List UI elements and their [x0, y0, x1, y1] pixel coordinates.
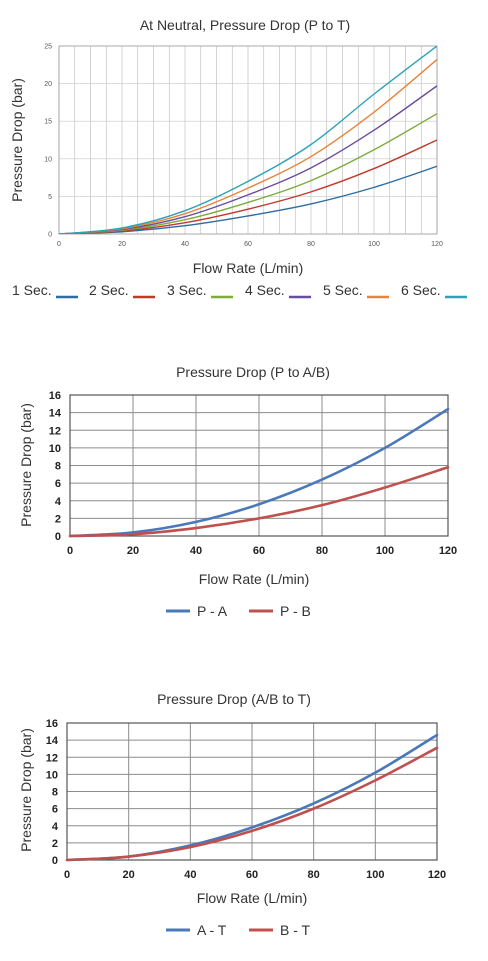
series-line-3-sec-: [59, 112, 437, 234]
legend-item: A - T: [166, 922, 227, 938]
legend-item: 2 Sec.: [89, 282, 155, 299]
x-tick-label: 60: [253, 545, 265, 557]
legend-label: B - T: [280, 922, 311, 938]
chart-ab-to-t-svg: Pressure Drop (A/B to T) Pressure Drop (…: [18, 691, 446, 938]
y-tick-label: 12: [49, 425, 61, 437]
series-line-5-sec-: [59, 58, 437, 234]
y-tick-label: 20: [44, 81, 52, 88]
chart-title: Pressure Drop (P to A/B): [176, 364, 330, 380]
series-line-p-b: [68, 465, 450, 538]
x-tick-label: 100: [368, 241, 380, 248]
y-tick-label: 25: [44, 44, 52, 51]
series-line-p-a: [68, 407, 450, 538]
y-axis-label: Pressure Drop (bar): [18, 728, 34, 852]
legend-item: 3 Sec.: [167, 282, 233, 299]
x-tick-label: 0: [64, 869, 70, 881]
y-tick-label: 10: [44, 156, 52, 163]
y-tick-label: 6: [55, 478, 61, 490]
legend-item: 1 Sec.: [12, 282, 78, 299]
legend-label: 1 Sec.: [12, 282, 52, 298]
chart-p-to-ab: Pressure Drop (P to A/B) Pressure Drop (…: [0, 355, 488, 645]
chart-ab-to-t: Pressure Drop (A/B to T) Pressure Drop (…: [0, 680, 488, 961]
legend-label: P - B: [280, 603, 311, 619]
y-tick-label: 8: [55, 461, 61, 473]
legend-label: P - A: [197, 603, 228, 619]
legend-item: P - B: [249, 603, 311, 619]
grid: [58, 45, 438, 235]
x-axis-label: Flow Rate (L/min): [193, 260, 303, 276]
y-axis-label: Pressure Drop (bar): [9, 78, 25, 202]
chart-title: Pressure Drop (A/B to T): [157, 691, 311, 707]
legend-item: 5 Sec.: [323, 282, 389, 299]
y-tick-label: 4: [55, 496, 62, 508]
y-tick-label: 8: [52, 787, 58, 799]
y-tick-label: 0: [55, 531, 61, 543]
x-tick-label: 40: [181, 241, 189, 248]
y-tick-label: 16: [49, 390, 61, 402]
x-axis-label: Flow Rate (L/min): [199, 571, 309, 587]
series-line-1-sec-: [59, 165, 437, 234]
x-tick-label: 100: [376, 545, 394, 557]
y-tick-label: 10: [46, 769, 58, 781]
x-tick-label: 100: [366, 869, 384, 881]
legend: 1 Sec. 2 Sec. 3 Sec. 4 Sec. 5 Sec. 6 Sec.: [12, 282, 467, 299]
y-tick-label: 4: [52, 821, 59, 833]
legend-label: 5 Sec.: [323, 282, 363, 298]
y-tick-label: 2: [52, 838, 58, 850]
series-line-6-sec-: [59, 46, 437, 234]
grid: [69, 394, 449, 537]
x-tick-label: 20: [123, 869, 135, 881]
y-tick-label: 0: [52, 855, 58, 867]
y-tick-label: 12: [46, 752, 58, 764]
y-tick-label: 5: [48, 194, 52, 201]
series-line-2-sec-: [59, 139, 437, 234]
x-tick-label: 0: [57, 241, 61, 248]
series-line-b-t: [65, 746, 439, 862]
chart-p-to-ab-svg: Pressure Drop (P to A/B) Pressure Drop (…: [18, 364, 457, 619]
legend-label: 6 Sec.: [401, 282, 441, 298]
y-tick-label: 15: [44, 119, 52, 126]
x-axis-label: Flow Rate (L/min): [197, 890, 307, 906]
y-tick-label: 14: [46, 735, 59, 747]
y-tick-label: 10: [49, 443, 61, 455]
legend-label: 3 Sec.: [167, 282, 207, 298]
x-tick-label: 120: [439, 545, 457, 557]
legend-item: 6 Sec.: [401, 282, 467, 299]
y-tick-label: 16: [46, 718, 58, 730]
x-tick-label: 0: [67, 545, 73, 557]
x-tick-label: 80: [307, 241, 315, 248]
legend-label: 2 Sec.: [89, 282, 129, 298]
x-tick-label: 60: [244, 241, 252, 248]
y-tick-label: 0: [48, 232, 52, 239]
series-line-4-sec-: [59, 85, 437, 234]
x-tick-label: 40: [190, 545, 202, 557]
chart-neutral-p-to-t: At Neutral, Pressure Drop (P to T) Press…: [0, 0, 488, 310]
x-tick-label: 40: [184, 869, 196, 881]
x-tick-label: 120: [431, 241, 443, 248]
y-tick-label: 6: [52, 804, 58, 816]
legend-item: B - T: [249, 922, 311, 938]
x-tick-label: 20: [118, 241, 126, 248]
legend-item: 4 Sec.: [245, 282, 311, 299]
y-axis-label: Pressure Drop (bar): [18, 403, 34, 527]
legend-label: A - T: [197, 922, 227, 938]
legend-label: 4 Sec.: [245, 282, 285, 298]
x-tick-label: 60: [246, 869, 258, 881]
plot-frame: [66, 722, 438, 861]
chart-title: At Neutral, Pressure Drop (P to T): [140, 17, 350, 33]
x-tick-label: 80: [308, 869, 320, 881]
plot-frame: [69, 394, 449, 537]
y-tick-label: 14: [49, 408, 62, 420]
x-tick-label: 120: [428, 869, 446, 881]
chart-neutral-svg: At Neutral, Pressure Drop (P to T) Press…: [9, 17, 467, 299]
x-tick-label: 20: [127, 545, 139, 557]
grid: [66, 722, 438, 861]
x-tick-label: 80: [316, 545, 328, 557]
y-tick-label: 2: [55, 513, 61, 525]
legend-item: P - A: [166, 603, 228, 619]
